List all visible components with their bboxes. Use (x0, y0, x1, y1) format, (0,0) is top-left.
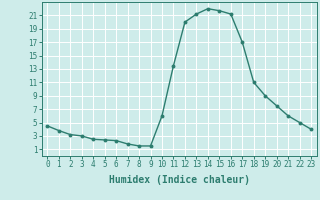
X-axis label: Humidex (Indice chaleur): Humidex (Indice chaleur) (109, 175, 250, 185)
